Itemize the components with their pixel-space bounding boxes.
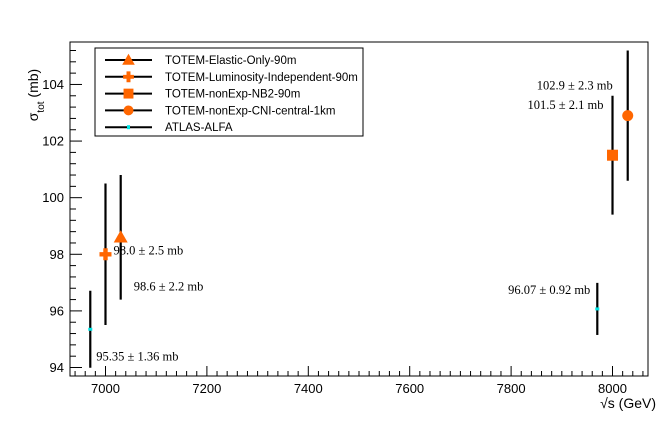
data-point-square [607, 149, 619, 161]
y-tick-label: 96 [50, 303, 64, 318]
value-annotation: 101.5 ± 2.1 mb [528, 98, 604, 112]
y-tick-label: 100 [42, 190, 64, 205]
legend-marker-triangle [122, 53, 135, 65]
legend-label: ATLAS-ALFA [165, 122, 233, 134]
y-tick-label: 94 [50, 360, 64, 375]
y-tick-label: 102 [42, 134, 64, 149]
value-annotation: 102.9 ± 2.3 mb [537, 79, 613, 93]
x-tick-label: 7600 [395, 381, 424, 396]
legend-label: TOTEM-nonExp-CNI-central-1km [165, 105, 335, 117]
x-tick-label: 7200 [192, 381, 221, 396]
y-tick-label: 104 [42, 77, 64, 92]
data-point-dash [88, 327, 93, 331]
data-point-cross [99, 248, 112, 261]
value-annotation: 95.35 ± 1.36 mb [96, 349, 178, 363]
data-point-dash [595, 307, 600, 311]
value-annotation: 98.6 ± 2.2 mb [134, 279, 204, 293]
x-tick-label: 7800 [497, 381, 526, 396]
data-point-triangle [113, 230, 128, 243]
legend-box [94, 47, 364, 137]
legend-label: TOTEM-nonExp-NB2-90m [165, 89, 300, 101]
x-axis-title: √s (GeV) [600, 395, 656, 411]
legend-marker-dash [127, 125, 130, 130]
x-tick-label: 7400 [294, 381, 323, 396]
y-tick-label: 98 [50, 247, 64, 262]
legend-marker-square [123, 88, 134, 99]
x-tick-label: 8000 [598, 381, 627, 396]
value-annotation: 96.07 ± 0.92 mb [508, 283, 590, 297]
legend-marker-circle [123, 105, 134, 116]
y-axis-title: σtot (mb) [25, 69, 47, 121]
legend-marker-cross [123, 71, 134, 83]
x-tick-label: 7000 [91, 381, 120, 396]
value-annotation: 98.0 ± 2.5 mb [113, 243, 183, 257]
data-point-circle [622, 110, 634, 122]
legend-label: TOTEM-Elastic-Only-90m [165, 55, 296, 67]
legend-label: TOTEM-Luminosity-Independent-90m [165, 72, 358, 84]
